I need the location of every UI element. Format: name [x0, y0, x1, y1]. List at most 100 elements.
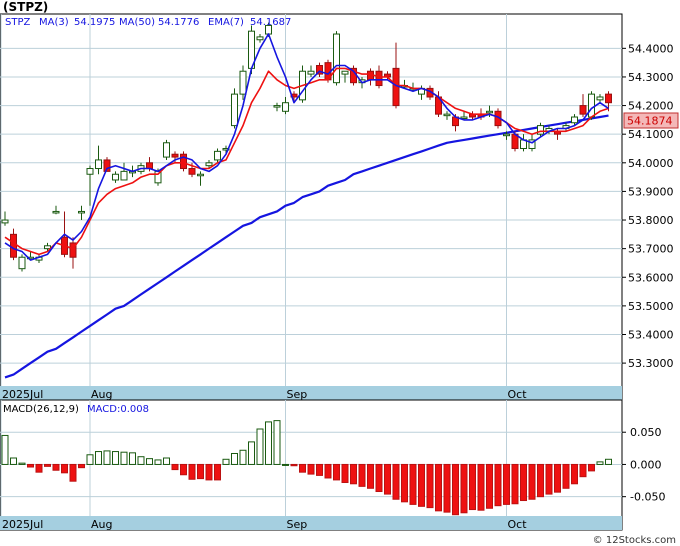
macd-bar: [299, 463, 306, 473]
price-y-tick-label: 53.5000: [628, 300, 674, 313]
price-y-tick-label: 54.3000: [628, 71, 674, 84]
candle-body: [486, 110, 493, 114]
macd-bar: [78, 463, 85, 469]
ma50-line-layer: [4, 114, 609, 379]
candle: [231, 88, 238, 129]
candle: [460, 111, 468, 120]
candle-body: [316, 65, 323, 75]
macd-bar: [256, 428, 264, 465]
candle: [333, 31, 340, 86]
macd-x-tick-label: Oct: [508, 518, 528, 531]
macd-bar: [222, 458, 230, 465]
candle-body: [605, 93, 612, 104]
candle-body: [231, 93, 238, 127]
macd-bar: [163, 457, 170, 465]
macd-x-axis: 2025Jul Aug Sep Oct: [2, 518, 527, 531]
macd-bar: [350, 463, 357, 485]
macd-bar: [571, 463, 578, 485]
macd-bar: [154, 459, 162, 465]
macd-bar: [188, 463, 196, 480]
candle: [171, 151, 179, 163]
price-y-tick-label: 54.0000: [628, 157, 674, 170]
macd-bar: [545, 463, 553, 495]
macd-bar: [579, 463, 587, 478]
macd-bar: [273, 420, 281, 465]
macd-bar: [562, 463, 570, 489]
macd-x-tick-label: Sep: [287, 518, 308, 531]
candle: [486, 105, 493, 118]
macd-bar: [86, 454, 94, 465]
macd-x-axis-band: [0, 516, 622, 530]
macd-bar: [307, 463, 315, 475]
macd-bar: [265, 421, 272, 465]
price-x-tick-label: Aug: [91, 388, 112, 401]
candle-body: [588, 93, 595, 118]
price-panel: [0, 13, 623, 401]
macd-bar: [180, 463, 187, 476]
candle: [537, 122, 544, 138]
macd-bar: [435, 463, 442, 512]
macd-bar: [341, 463, 349, 483]
macd-bar: [384, 463, 391, 495]
candle-body: [171, 153, 179, 158]
candle-body: [163, 142, 170, 158]
macd-y-tick-label: 0.000: [630, 458, 662, 471]
macd-bar: [205, 463, 213, 481]
macd-bar: [358, 463, 366, 487]
macd-bar: [103, 450, 111, 465]
macd-bar: [231, 452, 238, 465]
macd-bar: [52, 463, 60, 471]
price-x-tick-label: 2025Jul: [2, 388, 43, 401]
macd-y-tick-label: -0.050: [630, 491, 665, 504]
ma50-line: [4, 114, 609, 379]
legend-ema7-value: 54.1687: [250, 17, 291, 28]
macd-bar: [290, 463, 298, 467]
macd-bar: [469, 463, 476, 511]
macd-histogram: [1, 420, 612, 516]
macd-legend-value: MACD:0.008: [87, 404, 149, 415]
macd-bar: [1, 434, 9, 465]
legend-ma50-value: 54.1776: [158, 17, 199, 28]
candle-body: [44, 245, 51, 250]
candle-body: [239, 70, 247, 95]
macd-y-tick-label: 0.050: [630, 426, 662, 439]
macd-bar: [129, 452, 136, 465]
macd-bar: [61, 463, 68, 474]
macd-bar: [554, 463, 561, 493]
candle-body: [333, 33, 340, 84]
price-y-tick-label: 53.8000: [628, 214, 674, 227]
candle-body: [214, 150, 221, 161]
macd-bar: [392, 463, 400, 500]
candle-body: [52, 210, 60, 214]
macd-bar: [596, 461, 604, 465]
candle: [341, 70, 349, 83]
ma3-line: [4, 33, 609, 261]
price-x-axis-band: [0, 386, 622, 400]
macd-bar: [197, 463, 204, 480]
candle-body: [375, 70, 383, 87]
macd-bar: [375, 463, 383, 493]
candle: [95, 145, 102, 175]
candle-body: [180, 153, 187, 170]
macd-bar: [520, 463, 527, 502]
price-y-tick-label: 53.7000: [628, 243, 674, 256]
candle-body: [222, 147, 230, 151]
price-y-tick-label: 53.3000: [628, 357, 674, 370]
macd-bar: [69, 463, 77, 482]
chart-title: (STPZ): [3, 0, 48, 14]
candle-body: [86, 168, 94, 175]
candle-body: [112, 173, 119, 181]
macd-bar: [452, 463, 459, 516]
candle: [78, 205, 85, 221]
macd-bar: [316, 463, 323, 476]
candle-body: [256, 36, 264, 41]
macd-bar: [486, 463, 493, 509]
macd-bar: [605, 458, 612, 465]
legend-ma3-label: MA(3): [39, 17, 69, 28]
macd-x-tick-label: 2025Jul: [2, 518, 43, 531]
macd-bar: [494, 463, 502, 507]
candle: [239, 65, 247, 100]
candle-body: [596, 96, 604, 101]
macd-bar: [443, 463, 451, 513]
